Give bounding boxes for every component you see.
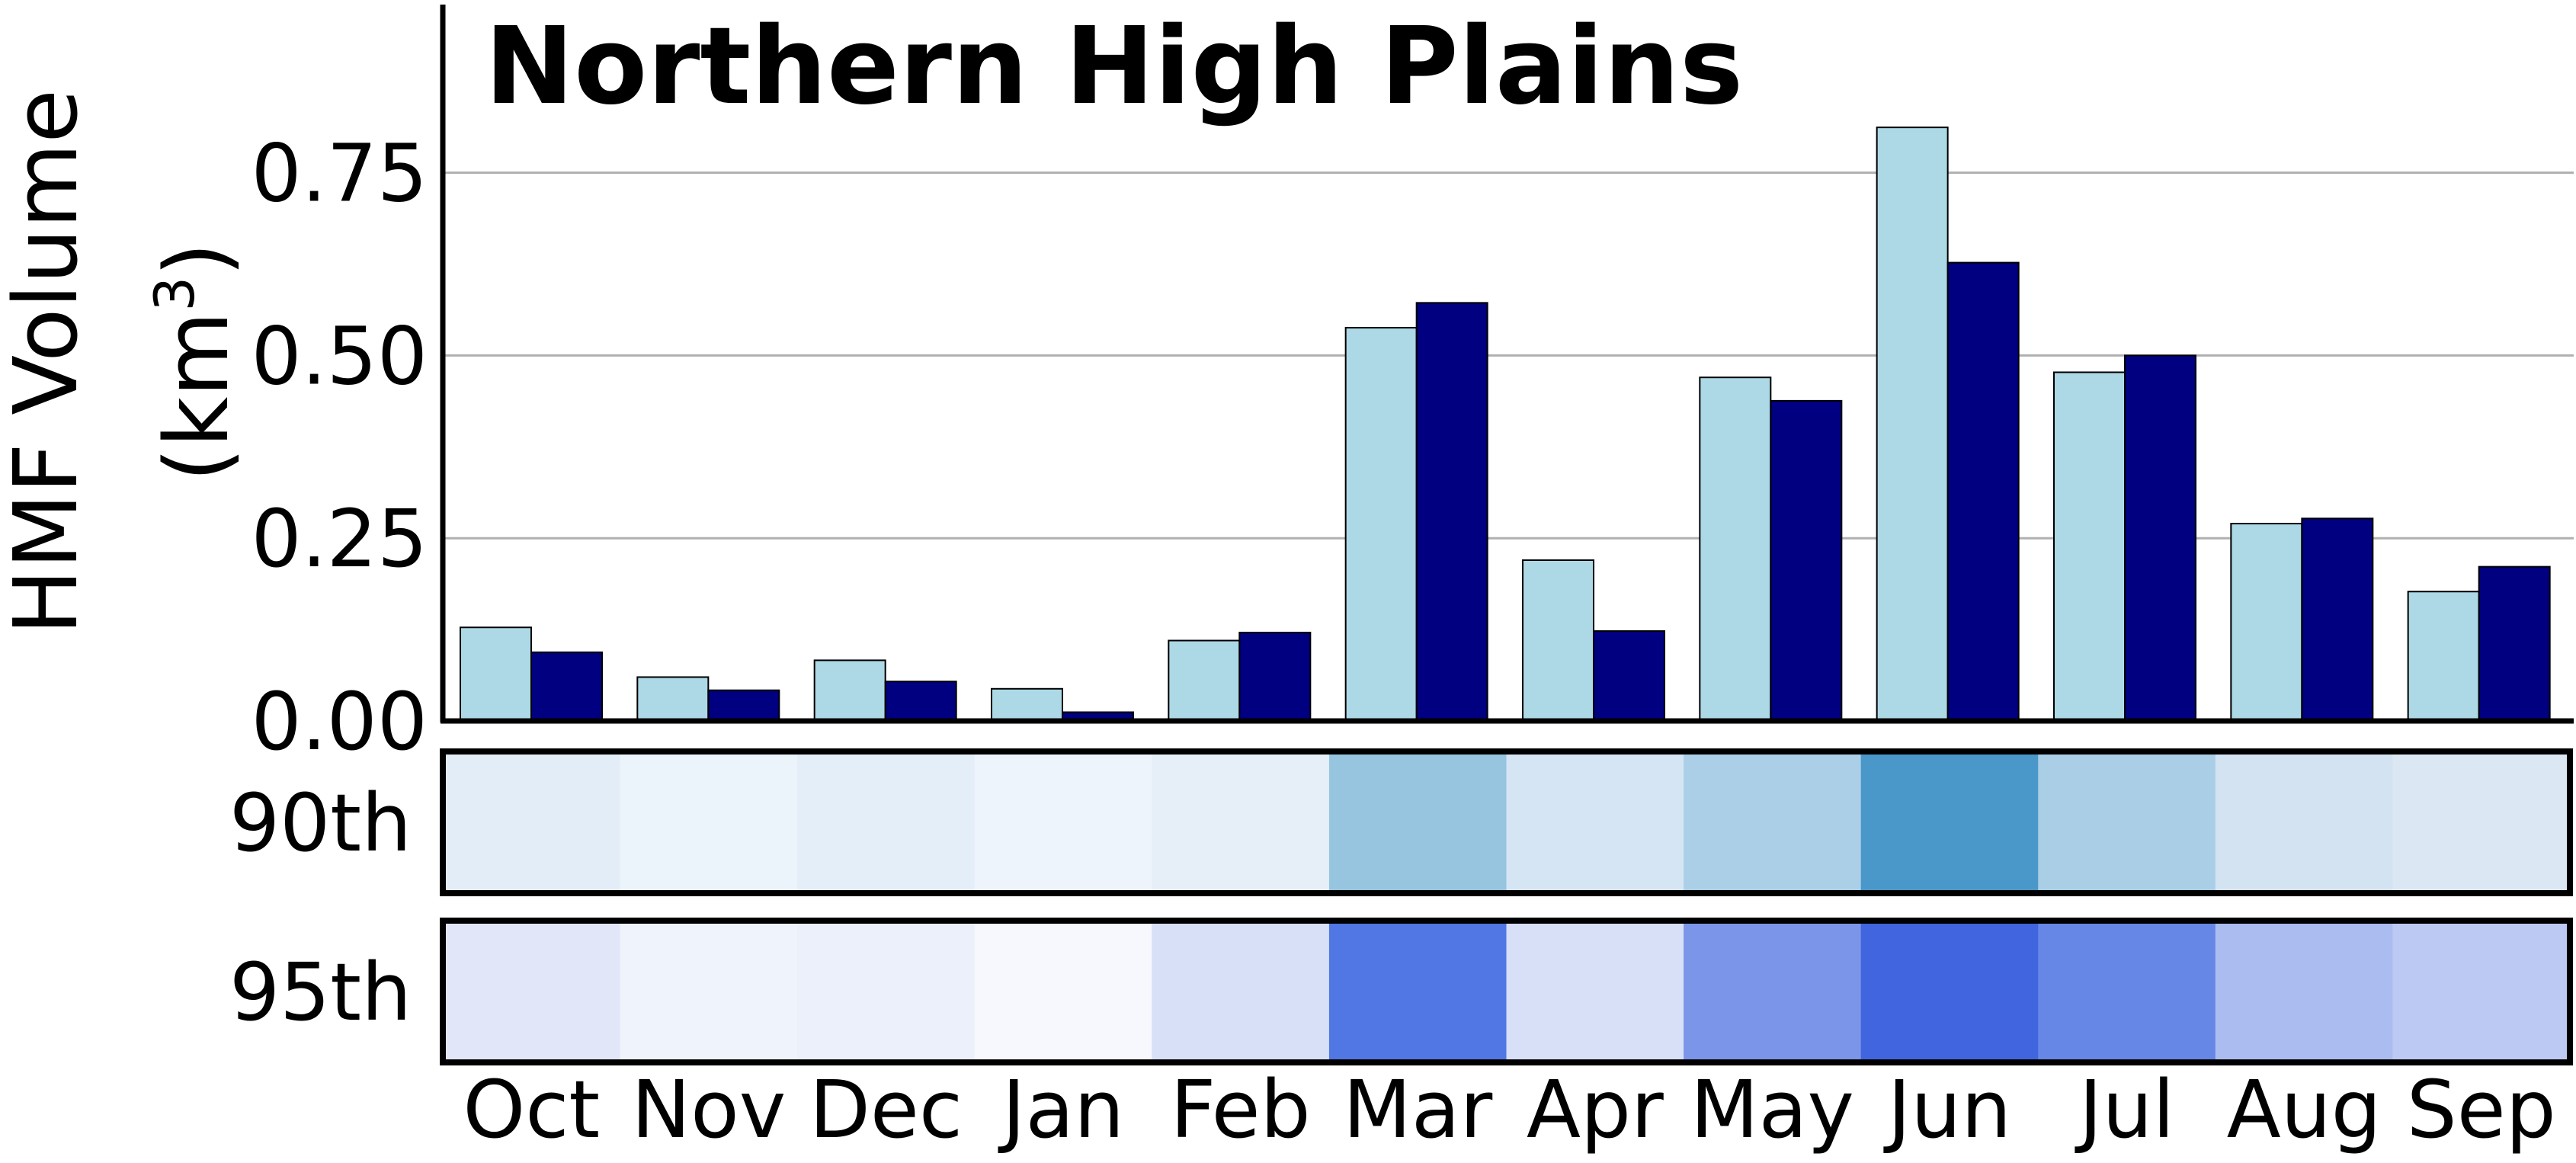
x-tick-label-feb: Feb (1171, 1063, 1311, 1156)
x-tick-label-jan: Jan (998, 1063, 1124, 1156)
bar-series (460, 127, 2551, 722)
heatmap-row-label-90th: 90th (229, 777, 412, 870)
heatmap-cell-90th-jun (1860, 751, 2039, 893)
bar-may-series-2 (1770, 399, 1843, 722)
bar-jun-series-2 (1946, 261, 2020, 722)
bar-apr-series-2 (1593, 630, 1665, 722)
bar-jun-series-1 (1876, 127, 1949, 722)
y-tick-label: 0.50 (251, 309, 428, 402)
heatmap-cell-95th-may (1684, 921, 1862, 1062)
heatmap-cell-95th-oct (443, 921, 621, 1062)
y-axis-label-close: ) (146, 242, 248, 277)
bar-aug-series-1 (2230, 523, 2303, 722)
bar-mar-series-1 (1344, 326, 1418, 722)
heatmap-cell-90th-dec (797, 751, 976, 893)
bar-apr-series-1 (1522, 559, 1594, 722)
heatmap-cell-90th-oct (443, 751, 621, 893)
bar-nov-series-1 (636, 676, 710, 722)
heatmap-cell-90th-jan (974, 751, 1152, 893)
heatmap-cell-95th-jul (2038, 921, 2216, 1062)
bar-feb-series-2 (1238, 631, 1312, 722)
bar-dec-series-1 (813, 659, 886, 722)
heatmap-strip-border-90th (440, 748, 2573, 896)
heatmap-cell-90th-aug (2215, 751, 2393, 893)
chart-title: Northern High Plains (485, 5, 1743, 129)
heatmap-cell-90th-sep (2392, 751, 2571, 893)
x-tick-label-nov: Nov (631, 1063, 786, 1156)
heatmap-strip-border-95th (440, 918, 2573, 1065)
axes (440, 5, 2574, 724)
x-tick-label-dec: Dec (809, 1063, 963, 1156)
bar-jul-series-1 (2053, 371, 2126, 722)
bar-jan-series-1 (991, 687, 1063, 722)
y-axis-label-exponent: 3 (143, 277, 207, 312)
heatmap-cell-95th-mar (1328, 921, 1507, 1062)
heatmap-cell-95th-feb (1152, 921, 1330, 1062)
y-axis-label-unit: (km (146, 312, 248, 482)
heatmap-cell-95th-jun (1860, 921, 2039, 1062)
heatmap-cell-95th-jan (974, 921, 1152, 1062)
heatmap-strips (440, 748, 2573, 1065)
heatmap-row-label-95th: 95th (229, 946, 412, 1039)
y-axis-label-line2: (km3) (143, 242, 248, 482)
x-tick-label-jul: Jul (2075, 1063, 2174, 1156)
y-tick-label: 0.75 (251, 127, 428, 220)
bar-sep-series-1 (2407, 591, 2480, 722)
bar-nov-series-2 (707, 689, 780, 722)
bar-mar-series-2 (1415, 302, 1488, 722)
x-tick-label-oct: Oct (463, 1063, 600, 1156)
heatmap-cell-95th-dec (797, 921, 976, 1062)
heatmap-cell-95th-apr (1506, 921, 1684, 1062)
x-tick-label-mar: Mar (1343, 1063, 1492, 1156)
gridlines (445, 171, 2574, 540)
heatmap-row-labels: 90th 95th (229, 777, 412, 1039)
heatmap-cell-90th-mar (1328, 751, 1507, 893)
heatmap-cell-90th-may (1684, 751, 1862, 893)
bar-dec-series-2 (884, 681, 957, 722)
bar-sep-series-2 (2478, 565, 2551, 722)
x-tick-label-apr: Apr (1527, 1063, 1664, 1156)
heatmap-cell-95th-aug (2215, 921, 2393, 1062)
y-tick-label: 0.00 (251, 675, 428, 768)
x-tick-label-sep: Sep (2407, 1063, 2556, 1156)
bar-aug-series-2 (2301, 517, 2374, 722)
x-tick-label-may: May (1690, 1063, 1854, 1156)
heatmap-cell-95th-sep (2392, 921, 2571, 1062)
heatmap-cell-90th-nov (620, 751, 798, 893)
heatmap-cell-95th-nov (620, 921, 798, 1062)
bar-oct-series-1 (460, 626, 532, 722)
y-tick-label: 0.25 (251, 492, 428, 585)
y-axis-label-line1: HMF Volume (0, 89, 98, 635)
x-tick-label-aug: Aug (2227, 1063, 2382, 1156)
bar-jul-series-2 (2124, 354, 2196, 722)
bar-feb-series-1 (1168, 639, 1241, 722)
heatmap-cell-90th-feb (1152, 751, 1330, 893)
bar-may-series-1 (1699, 376, 1772, 722)
heatmap-cell-90th-jul (2038, 751, 2216, 893)
heatmap-cell-90th-apr (1506, 751, 1684, 893)
y-tick-labels: 0.00 0.25 0.50 0.75 (251, 127, 428, 768)
x-tick-label-jun: Jun (1883, 1063, 2012, 1156)
bar-oct-series-2 (530, 651, 603, 722)
x-tick-labels: Oct Nov Dec Jan Feb Mar Apr May Jun Jul Aug Sep (463, 1063, 2555, 1156)
